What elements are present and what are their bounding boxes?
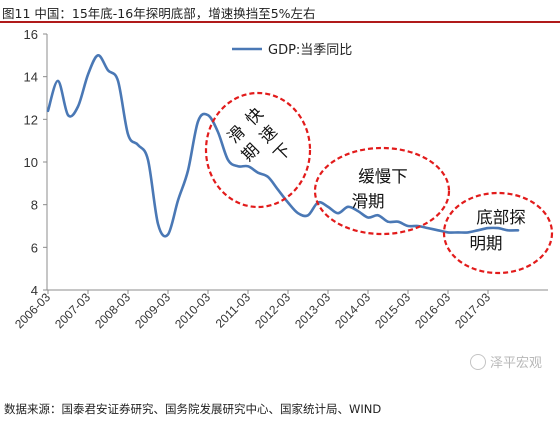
wechat-icon: [470, 354, 486, 370]
y-tick-label: 10: [24, 155, 38, 170]
annotation-3-line-2: 明期: [470, 234, 503, 253]
gdp-line-chart: 468101214162006-032007-032008-032009-032…: [12, 27, 554, 331]
annotation-1-char: 下: [270, 140, 295, 165]
y-tick-label: 12: [24, 112, 38, 127]
x-tick-label: 2010-03: [172, 290, 213, 331]
title-divider: [0, 21, 560, 23]
annotation-2-line-2: 滑期: [352, 192, 385, 211]
series-line-gdp: [46, 54, 520, 238]
annotation-ellipse-2: [313, 146, 451, 236]
annotation-1-char: 期: [238, 140, 263, 165]
x-tick-label: 2016-03: [412, 290, 453, 331]
y-tick-label: 14: [24, 70, 38, 85]
annotation-ellipse-1: [204, 91, 312, 209]
watermark-text: 泽平宏观: [490, 356, 543, 371]
data-source-note: 数据来源：国泰君安证券研究、国务院发展研究中心、国家统计局、WIND: [4, 402, 382, 416]
annotation-ellipse-3: [442, 191, 554, 275]
y-tick-label: 8: [31, 198, 38, 213]
x-tick-label: 2017-03: [452, 290, 493, 331]
x-tick-label: 2007-03: [52, 290, 93, 331]
y-tick-label: 4: [31, 283, 38, 298]
legend-label: GDP:当季同比: [268, 43, 352, 58]
x-tick-label: 2015-03: [372, 290, 413, 331]
figure-header: 图11 中国：15年底-16年探明底部，增速换挡至5%左右: [0, 0, 560, 24]
x-tick-label: 2014-03: [332, 290, 373, 331]
figure-title: 图11 中国：15年底-16年探明底部，增速换挡至5%左右: [2, 6, 316, 21]
watermark: 泽平宏观: [470, 352, 542, 371]
x-tick-label: 2012-03: [252, 290, 293, 331]
x-tick-label: 2013-03: [292, 290, 333, 331]
y-tick-label: 6: [31, 240, 38, 255]
x-tick-label: 2008-03: [92, 290, 133, 331]
y-tick-label: 16: [24, 27, 38, 42]
annotation-3-line-1: 底部探: [476, 208, 526, 227]
x-tick-label: 2009-03: [132, 290, 173, 331]
annotation-2-line-1: 缓慢下: [358, 166, 408, 186]
x-tick-label: 2011-03: [213, 290, 254, 331]
